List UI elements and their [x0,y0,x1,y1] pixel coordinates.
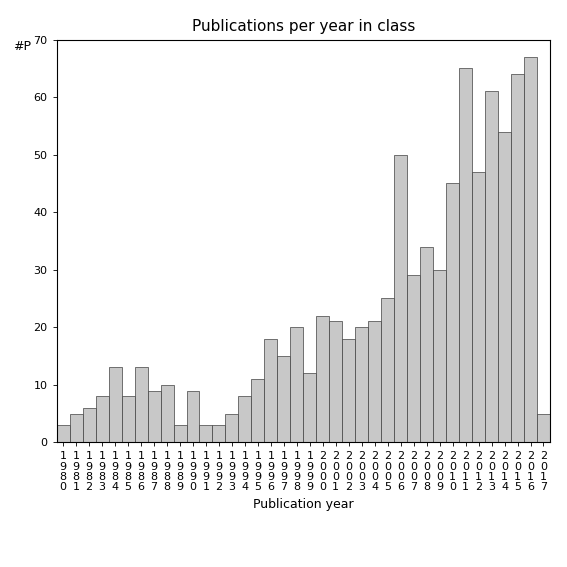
Bar [57,425,70,442]
Bar [239,396,251,442]
Bar [356,327,368,442]
Bar [200,425,213,442]
Y-axis label: #P: #P [14,40,31,53]
Bar [381,298,394,442]
Bar [147,391,160,442]
Bar [70,413,83,442]
Bar [277,356,290,442]
Bar [160,385,174,442]
Bar [121,396,134,442]
Bar [83,408,96,442]
Bar [213,425,226,442]
Bar [264,338,277,442]
Bar [187,391,200,442]
Bar [498,132,511,442]
Bar [524,57,537,442]
Bar [433,270,446,442]
Bar [329,321,342,442]
Bar [342,338,356,442]
X-axis label: Publication year: Publication year [253,498,354,511]
Bar [459,69,472,442]
Title: Publications per year in class: Publications per year in class [192,19,415,35]
Bar [446,184,459,442]
Bar [537,413,550,442]
Bar [290,327,303,442]
Bar [251,379,264,442]
Bar [420,247,433,442]
Bar [472,172,485,442]
Bar [368,321,381,442]
Bar [226,413,239,442]
Bar [485,91,498,442]
Bar [96,396,109,442]
Bar [394,155,407,442]
Bar [316,316,329,442]
Bar [303,373,316,442]
Bar [174,425,187,442]
Bar [511,74,524,442]
Bar [109,367,121,442]
Bar [134,367,147,442]
Bar [407,276,420,442]
